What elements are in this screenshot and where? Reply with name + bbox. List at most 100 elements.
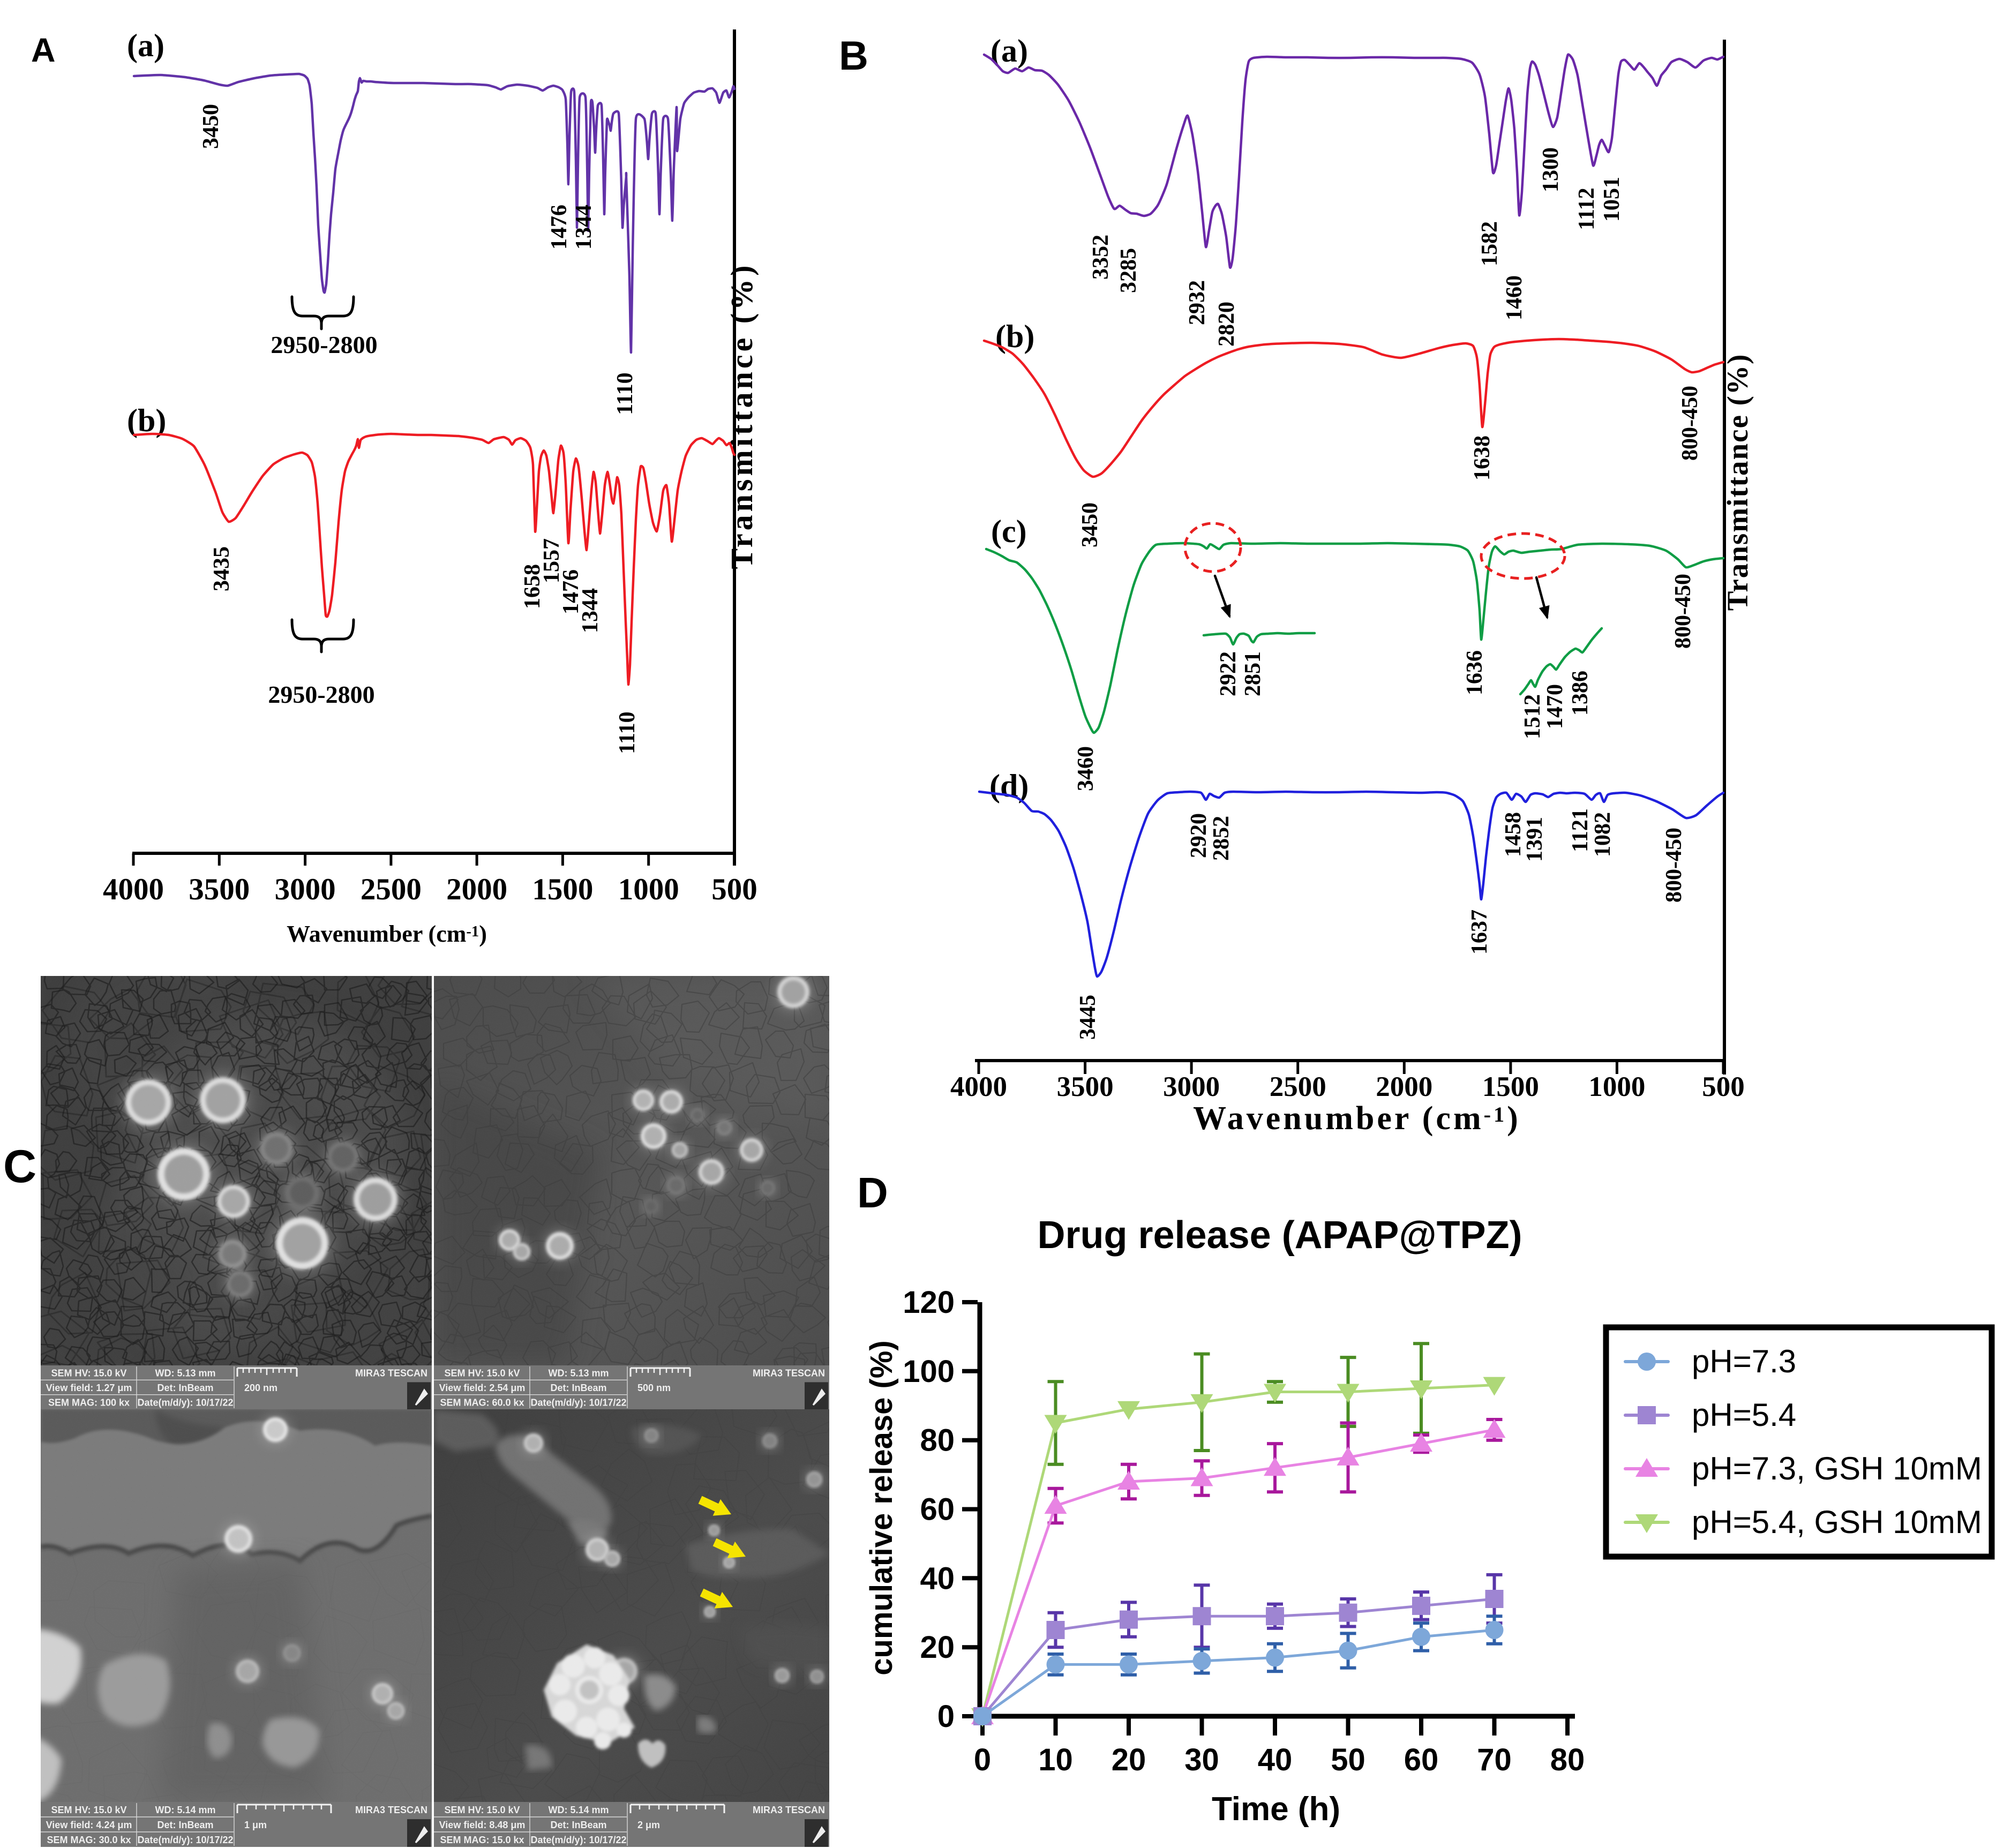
svg-text:3450: 3450 xyxy=(199,104,223,149)
svg-text:1500: 1500 xyxy=(1482,1071,1539,1102)
svg-text:SEM HV: 15.0 kV: SEM HV: 15.0 kV xyxy=(51,1805,126,1815)
svg-text:1121: 1121 xyxy=(1568,808,1593,852)
svg-text:2820: 2820 xyxy=(1214,302,1239,347)
svg-text:3460: 3460 xyxy=(1074,746,1098,791)
svg-text:1476: 1476 xyxy=(547,205,572,250)
svg-text:3435: 3435 xyxy=(209,546,234,591)
svg-text:60: 60 xyxy=(920,1492,955,1527)
svg-text:1051: 1051 xyxy=(1600,177,1624,222)
svg-text:2852: 2852 xyxy=(1209,816,1234,861)
svg-text:40: 40 xyxy=(920,1561,955,1596)
svg-text:1582: 1582 xyxy=(1477,221,1502,266)
svg-text:100: 100 xyxy=(903,1354,955,1389)
svg-text:SEM HV: 15.0 kV: SEM HV: 15.0 kV xyxy=(444,1368,520,1379)
svg-text:80: 80 xyxy=(920,1423,955,1458)
svg-text:3445: 3445 xyxy=(1076,995,1100,1040)
svg-text:1638: 1638 xyxy=(1470,435,1495,480)
svg-text:1000: 1000 xyxy=(618,873,679,906)
svg-text:3352: 3352 xyxy=(1089,235,1113,280)
svg-text:2 μm: 2 μm xyxy=(637,1820,660,1830)
svg-text:60: 60 xyxy=(1404,1742,1439,1777)
svg-text:pH=5.4: pH=5.4 xyxy=(1692,1397,1796,1433)
svg-text:View field: 1.27 μm: View field: 1.27 μm xyxy=(46,1383,132,1393)
svg-text:200 nm: 200 nm xyxy=(244,1383,277,1393)
svg-text:1386: 1386 xyxy=(1568,671,1593,716)
svg-text:(c): (c) xyxy=(991,514,1027,549)
svg-text:2950-2800: 2950-2800 xyxy=(268,681,374,708)
svg-text:View field: 4.24 μm: View field: 4.24 μm xyxy=(46,1820,132,1830)
svg-text:SEM HV: 15.0 kV: SEM HV: 15.0 kV xyxy=(51,1368,126,1379)
svg-text:2500: 2500 xyxy=(361,873,422,906)
svg-text:Drug release (APAP@TPZ): Drug release (APAP@TPZ) xyxy=(1037,1214,1522,1257)
svg-text:2851: 2851 xyxy=(1241,651,1265,696)
svg-text:Det: InBeam: Det: InBeam xyxy=(550,1383,606,1393)
svg-text:Wavenumber (cm-1): Wavenumber (cm-1) xyxy=(1193,1100,1521,1137)
svg-text:1460: 1460 xyxy=(1502,275,1527,320)
svg-text:1344: 1344 xyxy=(572,205,596,250)
svg-text:pH=7.3, GSH 10mM: pH=7.3, GSH 10mM xyxy=(1692,1451,1982,1486)
svg-text:1112: 1112 xyxy=(1574,187,1599,230)
svg-text:3000: 3000 xyxy=(1163,1071,1220,1102)
svg-text:2000: 2000 xyxy=(446,873,507,906)
svg-text:D: D xyxy=(857,1169,888,1216)
svg-text:Date(m/d/y): 10/17/22: Date(m/d/y): 10/17/22 xyxy=(530,1397,626,1408)
svg-text:1557: 1557 xyxy=(539,538,564,583)
svg-text:SEM MAG: 100 kx: SEM MAG: 100 kx xyxy=(48,1397,130,1408)
svg-text:1344: 1344 xyxy=(578,588,603,633)
svg-text:WD: 5.14 mm: WD: 5.14 mm xyxy=(155,1805,215,1815)
svg-text:View field: 8.48 μm: View field: 8.48 μm xyxy=(439,1820,526,1830)
svg-text:3500: 3500 xyxy=(1057,1071,1114,1102)
svg-text:(b): (b) xyxy=(127,403,166,438)
svg-text:MIRA3 TESCAN: MIRA3 TESCAN xyxy=(753,1805,825,1815)
svg-text:500 nm: 500 nm xyxy=(637,1383,671,1393)
svg-text:30: 30 xyxy=(1184,1742,1219,1777)
svg-text:B: B xyxy=(839,33,868,79)
svg-text:pH=7.3: pH=7.3 xyxy=(1692,1343,1796,1379)
svg-text:1110: 1110 xyxy=(615,711,640,754)
svg-text:0: 0 xyxy=(974,1742,991,1777)
svg-text:800-450: 800-450 xyxy=(1662,828,1686,903)
svg-text:Det: InBeam: Det: InBeam xyxy=(157,1383,213,1393)
svg-text:SEM MAG: 60.0 kx: SEM MAG: 60.0 kx xyxy=(440,1397,524,1408)
svg-text:1391: 1391 xyxy=(1522,817,1547,862)
svg-text:70: 70 xyxy=(1477,1742,1512,1777)
svg-text:(d): (d) xyxy=(989,768,1029,803)
svg-text:cumulative release (%): cumulative release (%) xyxy=(864,1340,899,1675)
svg-text:C: C xyxy=(3,1141,36,1192)
svg-text:500: 500 xyxy=(1702,1071,1745,1102)
svg-text:2000: 2000 xyxy=(1376,1071,1432,1102)
svg-text:SEM MAG: 30.0 kx: SEM MAG: 30.0 kx xyxy=(47,1835,131,1845)
svg-text:1458: 1458 xyxy=(1501,812,1526,857)
svg-text:1636: 1636 xyxy=(1462,650,1487,695)
svg-text:2932: 2932 xyxy=(1185,280,1210,325)
svg-text:1000: 1000 xyxy=(1588,1071,1645,1102)
svg-text:1500: 1500 xyxy=(532,873,593,906)
svg-text:WD: 5.13 mm: WD: 5.13 mm xyxy=(155,1368,215,1379)
svg-text:WD: 5.14 mm: WD: 5.14 mm xyxy=(548,1805,609,1815)
svg-text:3285: 3285 xyxy=(1116,248,1141,293)
svg-text:(b): (b) xyxy=(995,319,1034,354)
svg-text:3000: 3000 xyxy=(275,873,336,906)
svg-text:SEM MAG: 15.0 kx: SEM MAG: 15.0 kx xyxy=(440,1835,524,1845)
svg-text:2922: 2922 xyxy=(1216,651,1241,696)
svg-text:MIRA3 TESCAN: MIRA3 TESCAN xyxy=(355,1805,427,1815)
svg-text:(a): (a) xyxy=(991,33,1028,69)
svg-text:Transmittance (%): Transmittance (%) xyxy=(1721,354,1754,611)
svg-text:3450: 3450 xyxy=(1078,502,1102,547)
svg-text:20: 20 xyxy=(920,1630,955,1665)
svg-text:120: 120 xyxy=(903,1285,955,1320)
svg-text:1470: 1470 xyxy=(1543,684,1567,729)
svg-text:80: 80 xyxy=(1550,1742,1585,1777)
svg-text:Det: InBeam: Det: InBeam xyxy=(550,1820,606,1830)
svg-text:50: 50 xyxy=(1331,1742,1365,1777)
svg-text:4000: 4000 xyxy=(950,1071,1007,1102)
svg-text:WD: 5.13 mm: WD: 5.13 mm xyxy=(548,1368,609,1379)
svg-text:40: 40 xyxy=(1258,1742,1293,1777)
svg-text:MIRA3 TESCAN: MIRA3 TESCAN xyxy=(753,1368,825,1379)
svg-text:View field: 2.54 μm: View field: 2.54 μm xyxy=(439,1383,526,1393)
svg-text:4000: 4000 xyxy=(103,873,164,906)
svg-text:2500: 2500 xyxy=(1270,1071,1326,1102)
svg-text:2920: 2920 xyxy=(1187,813,1211,858)
svg-text:Wavenumber (cm-1): Wavenumber (cm-1) xyxy=(287,921,487,947)
svg-text:Transmittance (%): Transmittance (%) xyxy=(724,262,759,569)
